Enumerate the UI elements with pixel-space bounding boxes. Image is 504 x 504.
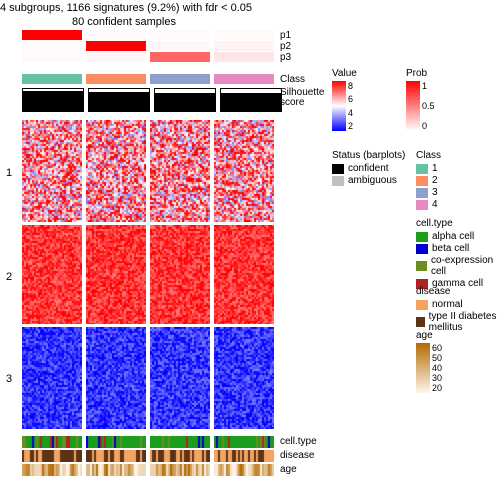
silhouette-row bbox=[22, 88, 282, 110]
legend-celltype: cell.type alpha cellbeta cellco-expressi… bbox=[416, 218, 504, 290]
label-p2: p2 bbox=[280, 41, 291, 52]
label-p1: p1 bbox=[280, 30, 291, 41]
bottom-track-age bbox=[22, 464, 274, 476]
label-celltype: cell.type bbox=[280, 436, 317, 447]
legend-value: Value 8642 bbox=[332, 68, 357, 131]
cluster-label-1: 1 bbox=[6, 167, 12, 179]
prob-row-2 bbox=[22, 41, 274, 51]
title-line1: 4 subgroups, 1166 signatures (9.2%) with… bbox=[0, 2, 252, 14]
class-annotation bbox=[22, 74, 274, 84]
bottom-track-disease bbox=[22, 450, 274, 462]
legend-status: Status (barplots) confidentambiguous bbox=[332, 150, 405, 187]
prob-row-3 bbox=[22, 52, 274, 62]
title-line2: 80 confident samples bbox=[72, 16, 176, 28]
cluster-label-2: 2 bbox=[6, 271, 12, 283]
label-silhouette: Silhouettescore bbox=[280, 88, 324, 108]
cluster-label-3: 3 bbox=[6, 373, 12, 385]
label-p3: p3 bbox=[280, 52, 291, 63]
legend-prob: Prob 10.50 bbox=[406, 68, 427, 131]
bottom-track-cell bbox=[22, 436, 274, 448]
heatmap bbox=[22, 120, 274, 430]
label-disease: disease bbox=[280, 450, 314, 461]
label-class: Class bbox=[280, 74, 305, 85]
legend-age: age 6050403020 bbox=[416, 330, 433, 393]
label-age: age bbox=[280, 464, 297, 475]
legend-class: Class 1234 bbox=[416, 150, 441, 211]
legend-disease: disease normaltype II diabetes mellitus bbox=[416, 286, 504, 334]
prob-row-1 bbox=[22, 30, 274, 40]
